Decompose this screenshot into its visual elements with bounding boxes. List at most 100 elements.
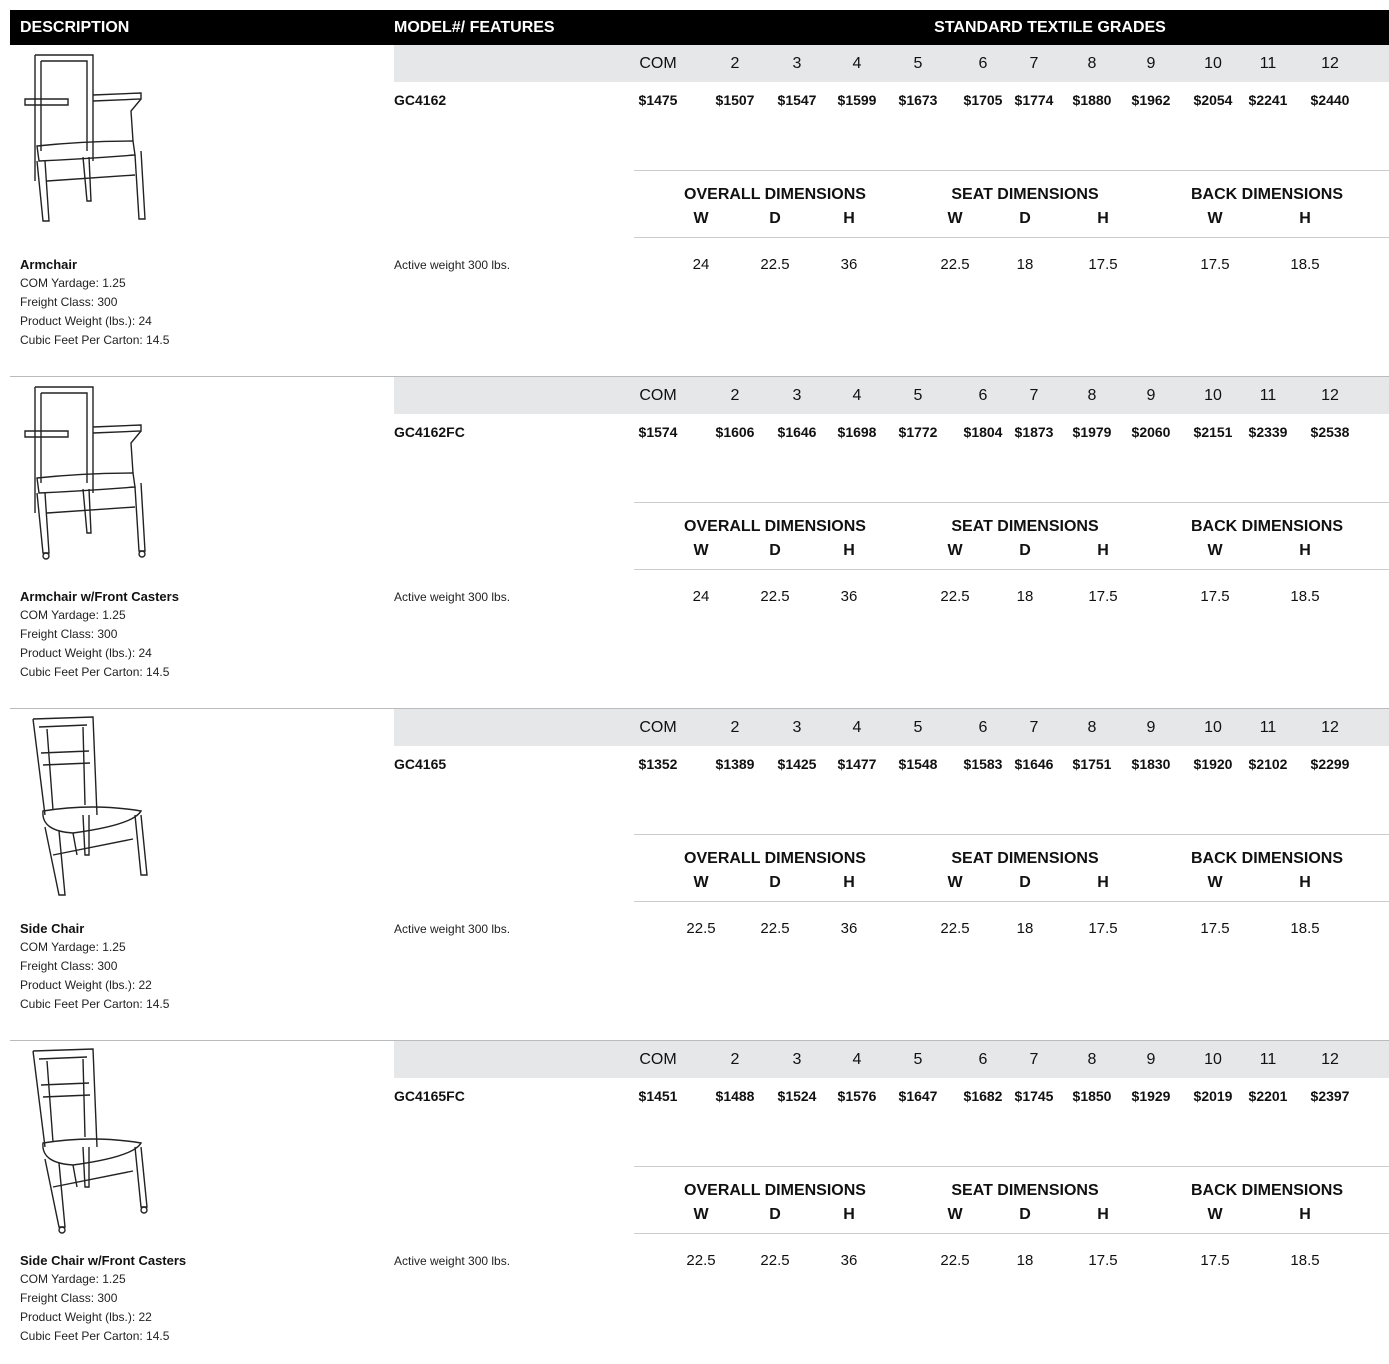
chair-line (36, 98, 146, 222)
dimension-column: D (1019, 210, 1031, 227)
grade-label: 7 (1029, 387, 1039, 404)
dimension-value: 22.5 (686, 920, 716, 937)
dimension-column: W (947, 210, 963, 227)
grade-label: 10 (1204, 719, 1222, 736)
dim-top-line (634, 1166, 1389, 1167)
dimension-column: W (693, 210, 709, 227)
dimension-value: 22.5 (940, 588, 970, 605)
grade-label: 3 (792, 387, 802, 404)
price: $1524 (777, 1088, 817, 1104)
dimension-column: H (1299, 874, 1311, 891)
dimension-group: SEAT DIMENSIONS (951, 186, 1099, 203)
price: $1880 (1072, 92, 1112, 108)
dimension-value: 18.5 (1290, 920, 1320, 937)
product-detail: COM Yardage: 1.25 (20, 276, 126, 290)
price: $1873 (1014, 424, 1054, 440)
dimension-value: 17.5 (1088, 1252, 1118, 1269)
price: $1574 (638, 424, 678, 440)
chair-line (34, 54, 94, 181)
grade-label: 7 (1029, 55, 1039, 72)
chair-line (58, 1226, 66, 1234)
grade-label: 2 (730, 387, 740, 404)
price: $1507 (715, 92, 755, 108)
chair-line (42, 806, 143, 834)
chair-line (36, 472, 136, 494)
grade-label: 4 (852, 719, 862, 736)
grade-label: 12 (1321, 1051, 1339, 1068)
grade-label: COM (639, 387, 677, 404)
chair-line (36, 140, 136, 162)
dimension-value: 22.5 (760, 1252, 790, 1269)
dimension-value: 18.5 (1290, 588, 1320, 605)
product-detail: COM Yardage: 1.25 (20, 1272, 126, 1286)
dimension-value: 24 (692, 588, 710, 605)
product-detail: Product Weight (lbs.): 24 (20, 314, 152, 328)
price: $1745 (1014, 1088, 1054, 1104)
product-detail: Freight Class: 300 (20, 959, 118, 973)
product-detail: Product Weight (lbs.): 22 (20, 978, 152, 992)
feature: Active weight 300 lbs. (394, 922, 511, 936)
model-number: GC4165 (394, 756, 447, 772)
chair-illustration (24, 54, 146, 222)
grade-label: COM (639, 55, 677, 72)
dimension-value: 36 (840, 1252, 858, 1269)
product-name: Armchair (20, 257, 78, 272)
dimension-column: H (843, 210, 855, 227)
dimension-value: 22.5 (940, 256, 970, 273)
grade-label: 4 (852, 55, 862, 72)
product-name: Side Chair w/Front Casters (20, 1253, 187, 1268)
product-name: Side Chair (20, 921, 85, 936)
price: $1705 (963, 92, 1003, 108)
dimension-group: OVERALL DIMENSIONS (684, 850, 866, 867)
price: $1606 (715, 424, 755, 440)
dimension-column: D (769, 1206, 781, 1223)
price: $1599 (837, 92, 877, 108)
dimension-value: 17.5 (1088, 588, 1118, 605)
price: $1673 (898, 92, 938, 108)
price: $1576 (837, 1088, 877, 1104)
price: $2299 (1310, 756, 1350, 772)
dimension-column: W (1207, 542, 1223, 559)
dimension-group: BACK DIMENSIONS (1190, 850, 1344, 867)
dimension-column: W (693, 1206, 709, 1223)
product-detail: COM Yardage: 1.25 (20, 608, 126, 622)
chair-line (32, 1048, 98, 1148)
price: $2538 (1310, 424, 1350, 440)
dimension-value: 36 (840, 256, 858, 273)
dimension-column: D (769, 874, 781, 891)
grade-label: 8 (1087, 55, 1097, 72)
chair-line (44, 1146, 148, 1228)
product-detail: Cubic Feet Per Carton: 14.5 (20, 997, 170, 1011)
price: $1698 (837, 424, 877, 440)
dimension-value: 18 (1016, 588, 1034, 605)
price: $1425 (777, 756, 817, 772)
dimension-column: H (1097, 542, 1109, 559)
price: $1488 (715, 1088, 755, 1104)
grade-label: 7 (1029, 719, 1039, 736)
dimension-value: 22.5 (940, 920, 970, 937)
grade-label: 6 (978, 55, 988, 72)
chair-line (24, 424, 142, 438)
row-separator (10, 376, 1389, 377)
header-description: DESCRIPTION (20, 19, 130, 36)
header-grades: STANDARD TEXTILE GRADES (934, 19, 1166, 36)
grade-band (394, 377, 1389, 414)
price: $2440 (1310, 92, 1350, 108)
price: $1682 (963, 1088, 1003, 1104)
model-number: GC4162FC (394, 424, 465, 440)
price: $1830 (1131, 756, 1171, 772)
dimension-value: 18 (1016, 1252, 1034, 1269)
dimension-value: 18.5 (1290, 256, 1320, 273)
product-detail: Product Weight (lbs.): 22 (20, 1310, 152, 1324)
grade-label: 4 (852, 387, 862, 404)
price: $1475 (638, 92, 678, 108)
grade-label: 6 (978, 719, 988, 736)
grade-label: 11 (1259, 55, 1277, 72)
header-model: MODEL#/ FEATURES (394, 19, 555, 36)
grade-label: 8 (1087, 387, 1097, 404)
grade-label: COM (639, 719, 677, 736)
price: $2241 (1248, 92, 1288, 108)
dimension-column: W (947, 874, 963, 891)
chair-line (42, 552, 50, 560)
product-detail: Cubic Feet Per Carton: 14.5 (20, 1329, 170, 1343)
